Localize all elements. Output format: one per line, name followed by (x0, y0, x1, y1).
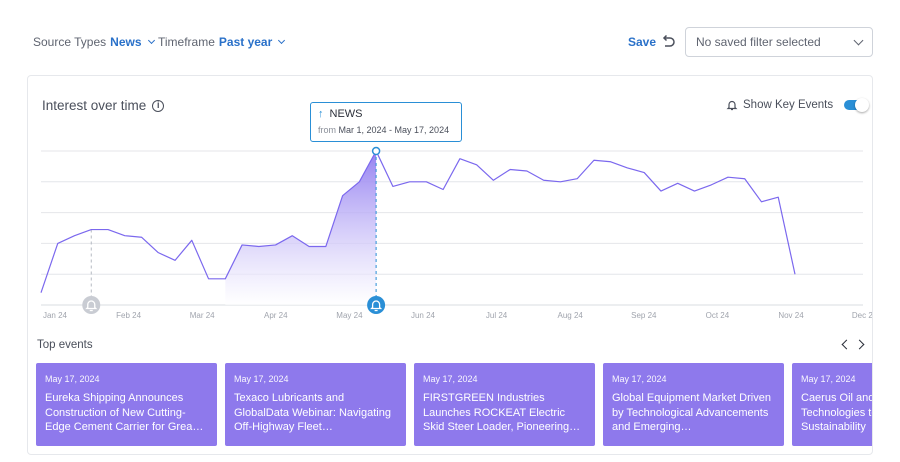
event-date: May 17, 2024 (234, 374, 289, 384)
bell-icon (726, 100, 738, 111)
chart-tooltip: ↑ NEWS from Mar 1, 2024 - May 17, 2024 (310, 102, 462, 142)
chevron-left-icon[interactable] (841, 339, 852, 350)
x-tick-label: Mar 24 (190, 311, 215, 320)
event-card[interactable]: May 17, 2024 Eureka Shipping Announces C… (36, 363, 217, 446)
x-tick-label: Jun 24 (411, 311, 436, 320)
event-date: May 17, 2024 (423, 374, 478, 384)
top-events-title: Top events (37, 339, 93, 351)
event-date: May 17, 2024 (45, 374, 100, 384)
key-events-toggle[interactable] (844, 98, 870, 112)
x-tick-label: Nov 24 (778, 311, 804, 320)
chart-marks (40, 146, 796, 314)
event-card[interactable]: May 17, 2024 Global Equipment Market Dri… (603, 363, 784, 446)
saved-filter-value: No saved filter selected (696, 35, 821, 49)
bell-marker-bg (82, 296, 101, 314)
panel-title-text: Interest over time (42, 98, 147, 113)
arrow-up-icon: ↑ (318, 108, 324, 120)
bell-icon (85, 300, 98, 310)
series-line (40, 150, 796, 293)
event-card[interactable]: May 17, 2024 Texaco Lubricants and Globa… (225, 363, 406, 446)
x-tick-label: Apr 24 (264, 311, 288, 320)
timeframe-filter[interactable]: Timeframe Past year (158, 35, 286, 49)
tooltip-range: Mar 1, 2024 - May 17, 2024 (338, 125, 450, 135)
chevron-down-icon (147, 36, 155, 45)
source-types-value: News (110, 35, 142, 49)
event-card[interactable]: May 17, 2024 FIRSTGREEN Industries Launc… (414, 363, 595, 446)
show-key-events-label: Show Key Events (743, 99, 834, 111)
bell-marker-bg (367, 296, 386, 314)
x-tick-label: Aug 24 (558, 311, 584, 320)
x-axis-ticks: Jan 24 Feb 24 Mar 24 Apr 24 May 24 Jun 24 Jul … (43, 311, 873, 320)
highlight-area (225, 151, 377, 305)
tooltip-title: NEWS (329, 108, 363, 120)
show-key-events[interactable]: Show Key Events (726, 98, 870, 112)
info-icon[interactable]: i (152, 99, 165, 112)
source-types-filter[interactable]: Source Types News (33, 35, 155, 49)
event-headline: Eureka Shipping Announces Construction o… (45, 392, 204, 433)
interest-chart: Jan 24 Feb 24 Mar 24 Apr 24 May 24 Jun 24 Jul … (40, 146, 873, 320)
x-tick-label: Dec 24 (852, 311, 873, 320)
undo-icon[interactable] (660, 33, 676, 49)
timeframe-value: Past year (218, 35, 273, 49)
event-headline: Texaco Lubricants and GlobalData Webinar… (234, 392, 391, 433)
selected-point (371, 146, 381, 156)
event-headline: FIRSTGREEN Industries Launches ROCKEAT E… (423, 392, 581, 433)
save-button[interactable]: Save (628, 35, 657, 49)
saved-filter-select[interactable]: No saved filter selected (685, 27, 873, 57)
bell-icon (370, 300, 383, 310)
chevron-down-icon (853, 35, 864, 45)
event-headline: Global Equipment Market Driven by Techno… (612, 392, 771, 433)
interest-panel: Interest over time i Show Key Events Jan… (27, 75, 873, 455)
x-tick-label: Sep 24 (631, 311, 657, 320)
event-card[interactable]: May 17, 2024 Caerus Oil and Gas with Qub… (792, 363, 873, 446)
panel-title: Interest over time i (42, 98, 165, 113)
key-event-bell-icon (367, 296, 386, 314)
event-date: May 17, 2024 (801, 374, 856, 384)
event-date: May 17, 2024 (612, 374, 667, 384)
x-tick-label: Jan 24 (43, 311, 68, 320)
top-events-nav (841, 338, 865, 350)
x-tick-label: May 24 (336, 311, 363, 320)
tooltip-from-label: from (318, 125, 336, 135)
x-tick-label: Feb 24 (116, 311, 141, 320)
filter-bar: Source Types News Timeframe Past year Sa… (0, 0, 900, 70)
timeframe-label: Timeframe (158, 35, 215, 49)
x-tick-label: Oct 24 (706, 311, 730, 320)
chevron-down-icon (278, 36, 286, 45)
chevron-right-icon[interactable] (854, 339, 865, 350)
chart-grid (41, 150, 863, 306)
event-headline: Caerus Oil and Gas with Qube Technologie… (801, 392, 873, 433)
key-event-bell-icon (82, 296, 101, 314)
x-tick-label: Jul 24 (486, 311, 508, 320)
source-types-label: Source Types (33, 35, 107, 49)
